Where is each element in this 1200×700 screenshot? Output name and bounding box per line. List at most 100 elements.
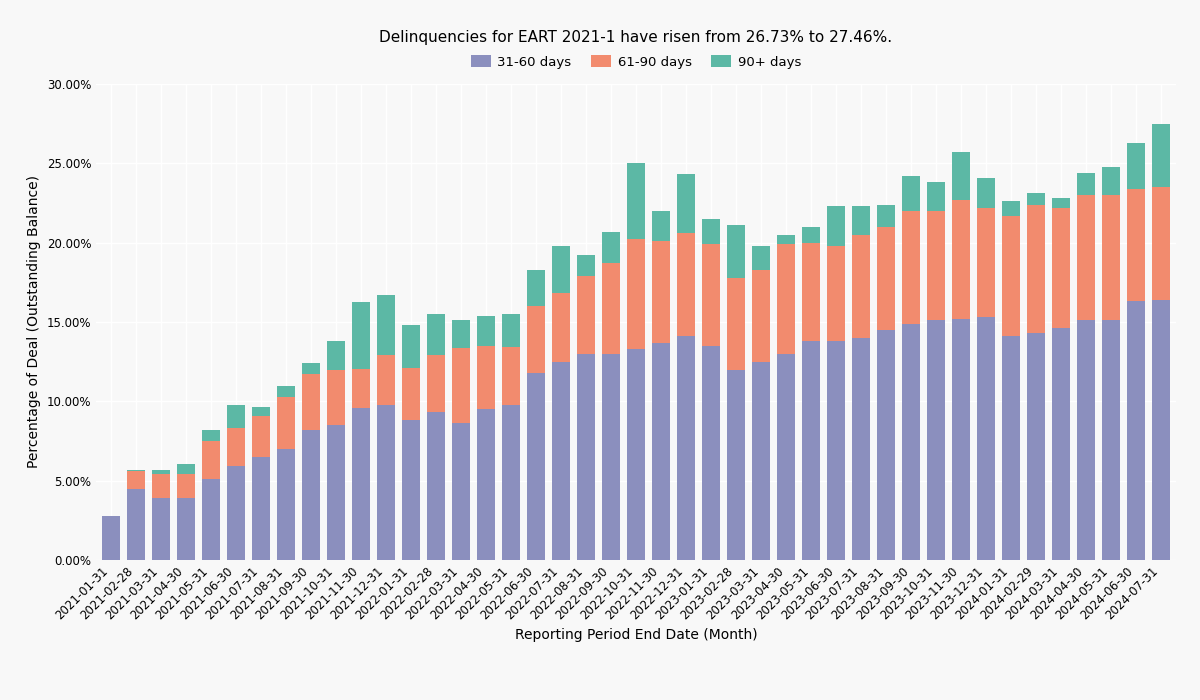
Bar [1102,195,1121,321]
Bar [127,489,145,560]
Bar [652,241,671,342]
Bar [702,244,720,346]
Bar [352,302,371,369]
Bar [1027,204,1045,333]
Bar [727,278,745,370]
Bar [877,227,895,330]
Bar [527,306,545,373]
Bar [277,397,295,449]
Bar [1152,124,1170,187]
Bar [1152,300,1170,560]
Bar [802,227,821,243]
Bar [451,423,470,560]
Bar [1051,328,1070,560]
Bar [802,341,821,560]
Bar [227,466,245,560]
Bar [352,369,371,409]
Bar [151,470,170,475]
Bar [1002,336,1020,560]
Bar [652,342,671,560]
Bar [476,316,496,346]
Bar [1102,167,1121,195]
Bar [427,412,445,560]
Bar [601,232,620,263]
Bar [751,362,770,560]
Bar [252,457,270,560]
Bar [776,244,796,354]
Bar [577,354,595,560]
Bar [502,405,521,560]
Bar [702,219,720,244]
Bar [151,498,170,560]
Bar [852,338,870,560]
Bar [252,416,270,457]
Bar [751,246,770,270]
Bar [776,234,796,244]
Bar [176,464,196,473]
Bar [176,473,196,498]
Bar [926,183,946,211]
Bar [952,199,971,318]
Bar [901,211,920,323]
Bar [202,430,221,441]
Bar [952,152,971,200]
Bar [1127,143,1145,189]
Bar [901,176,920,211]
Bar [326,370,346,425]
Bar [1102,321,1121,560]
Bar [977,178,995,208]
Bar [626,239,646,349]
Bar [402,326,420,368]
Bar [127,471,145,489]
Bar [552,246,570,293]
Bar [601,263,620,354]
Legend: 31-60 days, 61-90 days, 90+ days: 31-60 days, 61-90 days, 90+ days [466,50,806,74]
Bar [577,256,595,276]
Bar [527,373,545,560]
Bar [127,470,145,471]
Bar [326,425,346,560]
Bar [301,363,320,374]
Bar [502,314,521,347]
Bar [852,206,870,235]
Bar [1002,216,1020,336]
Bar [1127,302,1145,560]
X-axis label: Reporting Period End Date (Month): Reporting Period End Date (Month) [515,628,757,642]
Bar [626,163,646,239]
Bar [402,368,420,421]
Bar [1076,173,1096,195]
Bar [727,370,745,560]
Bar [202,441,221,479]
Bar [427,314,445,356]
Bar [901,323,920,560]
Bar [577,276,595,354]
Bar [227,405,245,428]
Title: Delinquencies for EART 2021-1 have risen from 26.73% to 27.46%.: Delinquencies for EART 2021-1 have risen… [379,30,893,46]
Bar [702,346,720,560]
Bar [102,517,120,560]
Bar [252,407,270,416]
Bar [377,356,395,405]
Bar [601,354,620,560]
Bar [877,330,895,560]
Bar [1002,202,1020,216]
Bar [1152,187,1170,300]
Bar [502,347,521,405]
Bar [352,409,371,560]
Bar [652,211,671,241]
Bar [476,410,496,560]
Bar [827,341,845,560]
Bar [277,449,295,560]
Bar [377,405,395,560]
Bar [677,233,695,336]
Bar [877,204,895,227]
Bar [277,386,295,397]
Bar [977,208,995,317]
Bar [451,348,470,423]
Bar [926,211,946,321]
Bar [1027,333,1045,560]
Y-axis label: Percentage of Deal (Outstanding Balance): Percentage of Deal (Outstanding Balance) [28,176,41,468]
Bar [427,356,445,412]
Bar [802,243,821,341]
Bar [176,498,196,560]
